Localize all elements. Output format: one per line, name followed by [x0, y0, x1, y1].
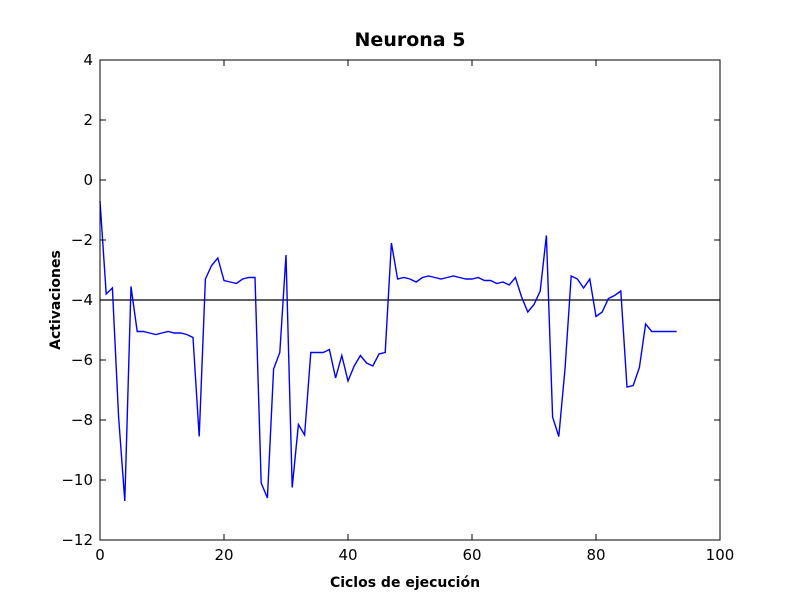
x-tick-label: 100 [706, 546, 735, 564]
x-tick-label: 80 [586, 546, 605, 564]
y-tick-label: −2 [71, 231, 93, 249]
y-tick-label: −12 [61, 531, 93, 549]
series-line-1 [99, 200, 677, 502]
x-tick-label: 40 [338, 546, 357, 564]
y-tick-label: 0 [83, 171, 93, 189]
x-tick-label: 0 [95, 546, 105, 564]
y-tick-label: −6 [71, 351, 93, 369]
x-axis-label: Ciclos de ejecución [330, 575, 480, 591]
y-tick-label: 2 [83, 111, 93, 129]
y-tick-label: −10 [61, 471, 93, 489]
y-tick-label: −8 [71, 411, 93, 429]
y-axis-label: Activaciones [48, 250, 64, 350]
y-tick-label: −4 [71, 291, 93, 309]
series-layer [99, 200, 677, 502]
x-tick-label: 20 [214, 546, 233, 564]
x-tick-label: 60 [462, 546, 481, 564]
chart-title: Neurona 5 [355, 29, 466, 51]
y-tick-label: 4 [83, 51, 93, 69]
